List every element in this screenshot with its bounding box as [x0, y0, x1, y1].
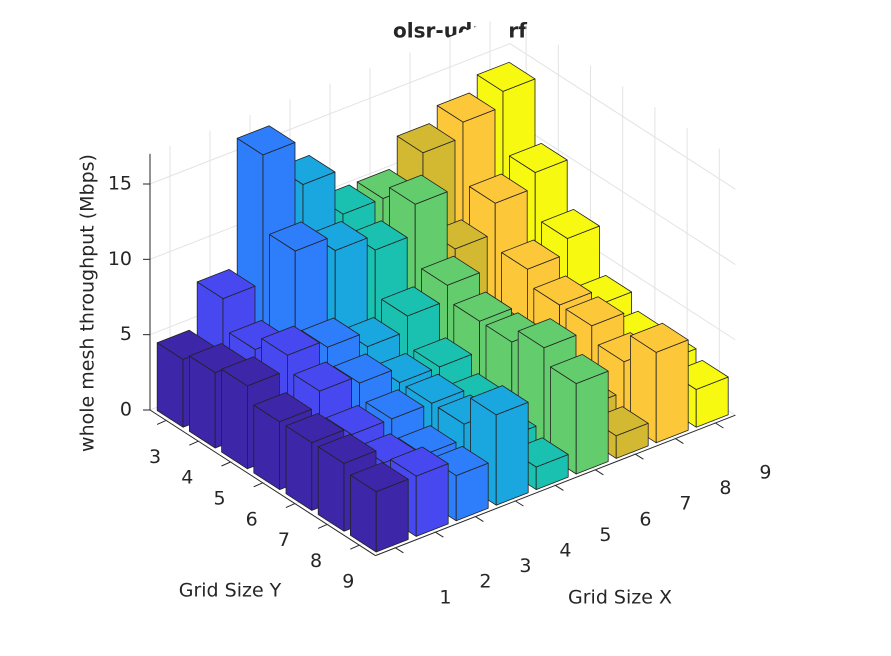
- bar-top-face: [388, 174, 448, 205]
- x-tick-label: 6: [639, 508, 651, 530]
- bar-top-face: [468, 173, 528, 204]
- bar-top-face: [268, 221, 328, 252]
- x-tick: [715, 422, 724, 429]
- bar-top-face: [550, 353, 609, 385]
- bar-top-face: [413, 337, 473, 368]
- bar-top-face: [453, 291, 513, 322]
- y-tick: [253, 482, 263, 488]
- z-tick-label: 10: [108, 248, 132, 270]
- x-axis-label: Grid Size X: [568, 587, 672, 609]
- bar-top-face: [405, 373, 465, 404]
- bar-front-face: [495, 401, 529, 506]
- y-tick-label: 5: [213, 488, 225, 510]
- x-tick-label: 7: [679, 493, 691, 515]
- bar-top-face: [630, 322, 689, 353]
- bar-top-face: [365, 389, 425, 420]
- z-tick-label: 15: [108, 173, 132, 195]
- bar-top-face: [381, 286, 440, 317]
- bar-top-face: [317, 433, 377, 464]
- x-tick-label: 8: [719, 477, 731, 499]
- bar-top-face: [253, 392, 313, 423]
- bar-top-face: [397, 425, 457, 456]
- bar-front-face: [575, 370, 609, 475]
- bar-top-face: [301, 317, 360, 348]
- bar-top-face: [196, 268, 256, 300]
- bar-top-face: [421, 255, 480, 286]
- bar-top-face: [508, 142, 568, 173]
- y-tick-label: 6: [246, 508, 258, 530]
- bar-top-face: [221, 356, 280, 387]
- bar-top-face: [469, 385, 529, 416]
- x-tick: [595, 469, 604, 476]
- bar-top-face: [333, 353, 393, 384]
- x-tick: [435, 531, 444, 538]
- z-axis-label: whole mesh throughput (Mbps): [77, 154, 99, 452]
- bar: [349, 462, 409, 553]
- y-tick-label: 9: [342, 571, 354, 593]
- y-tick: [317, 523, 328, 529]
- bar-top-face: [396, 123, 456, 154]
- y-tick-label: 3: [149, 446, 161, 468]
- y-tick: [189, 440, 199, 446]
- y-tick: [350, 544, 360, 550]
- x-tick-label: 4: [559, 540, 571, 562]
- bar-front-face: [655, 339, 689, 444]
- x-tick: [675, 438, 684, 445]
- x-tick-label: 2: [479, 571, 491, 593]
- bar-top-face: [261, 325, 320, 356]
- bar-top-face: [436, 92, 496, 123]
- y-tick: [221, 461, 231, 467]
- x-tick: [475, 516, 484, 523]
- x-tick: [555, 484, 564, 491]
- x-tick-label: 5: [599, 524, 611, 546]
- y-axis-label: Grid Size Y: [179, 580, 282, 602]
- bar-top-face: [501, 239, 560, 270]
- bar-top-face: [476, 61, 536, 92]
- x-tick-label: 9: [759, 462, 771, 484]
- x-tick: [635, 453, 644, 460]
- bar-top-face: [517, 318, 577, 349]
- bar-left-face: [221, 368, 248, 470]
- x-tick-label: 1: [439, 586, 451, 608]
- y-tick: [156, 419, 167, 425]
- bar-top-face: [389, 446, 449, 477]
- bar-top-face: [541, 208, 600, 239]
- bar-top-face: [349, 462, 409, 493]
- x-tick-label: 3: [519, 555, 531, 577]
- z-tick-label: 5: [120, 323, 132, 345]
- y-tick-label: 4: [181, 467, 193, 489]
- x-tick: [515, 500, 524, 507]
- y-tick: [285, 503, 296, 509]
- x-tick: [395, 547, 404, 554]
- bar-top-face: [236, 125, 296, 156]
- bar: [630, 322, 689, 444]
- y-tick-label: 7: [278, 529, 290, 551]
- y-tick-label: 8: [310, 550, 322, 572]
- bar-top-face: [285, 412, 345, 444]
- bar-top-face: [325, 404, 385, 435]
- bar-top-face: [565, 296, 625, 327]
- z-tick-label: 0: [120, 399, 132, 421]
- bar-top-face: [293, 361, 353, 392]
- bar-top-face: [533, 275, 592, 306]
